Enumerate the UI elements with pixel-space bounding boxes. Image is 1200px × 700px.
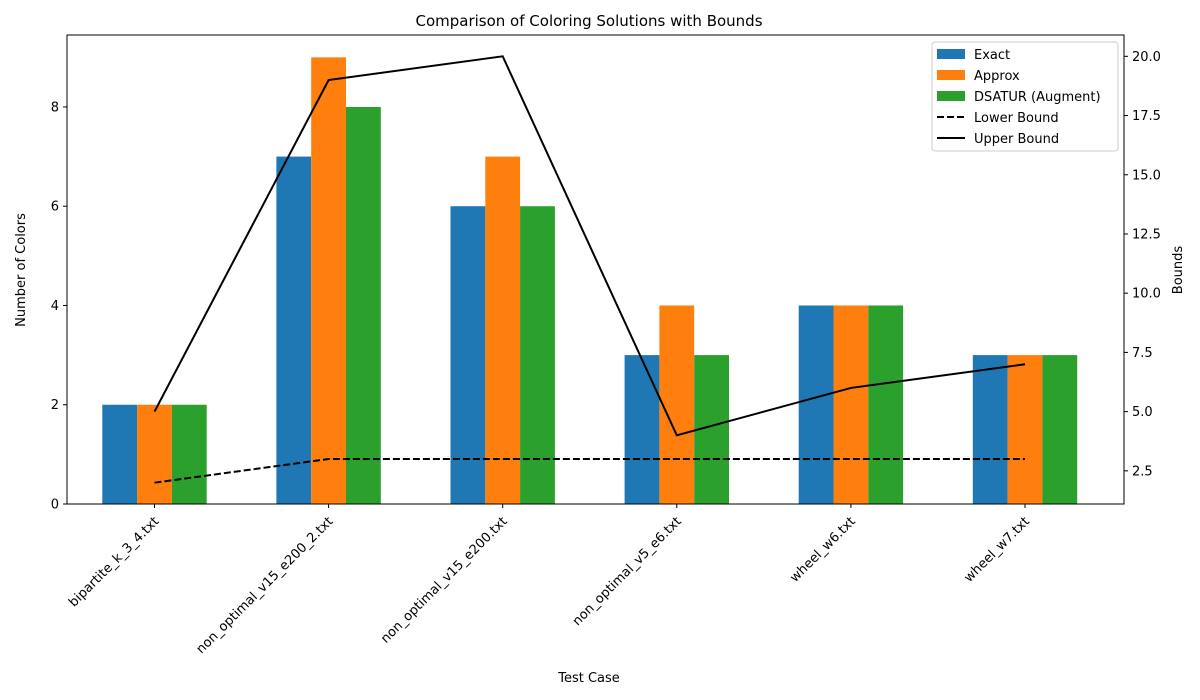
upper-bound-line: [153, 55, 1026, 437]
y2-tick-label: 10.0: [1132, 287, 1161, 302]
y2-tick-label: 20.0: [1132, 50, 1161, 65]
y2-axis-label: Bounds: [1171, 246, 1186, 295]
bar: [972, 355, 1008, 504]
bar: [1007, 355, 1043, 504]
chart-title: Comparison of Coloring Solutions with Bo…: [415, 12, 762, 30]
legend-swatch: [937, 70, 965, 80]
legend-label: DSATUR (Augment): [974, 90, 1101, 105]
bar: [171, 404, 207, 504]
y-tick-label: 4: [51, 299, 59, 314]
x-axis-label: Test Case: [557, 671, 620, 686]
x-tick-label: non_optimal_v15_e200_2.txt: [194, 514, 337, 657]
y-tick-label: 2: [51, 398, 59, 413]
bar: [346, 106, 381, 505]
bar: [450, 206, 486, 504]
x-tick-label: wheel_w7.txt: [961, 514, 1032, 585]
x-tick-label: non_optimal_v5_e6.txt: [570, 514, 685, 629]
bar: [485, 156, 521, 504]
y2-tick-label: 17.5: [1132, 109, 1161, 124]
y2-tick-label: 5.0: [1132, 405, 1153, 420]
legend-label: Approx: [974, 69, 1020, 84]
bar: [833, 305, 869, 504]
y-tick-label: 8: [51, 100, 59, 115]
x-tick-label: non_optimal_v15_e200.txt: [378, 514, 510, 646]
x-tick-label: bipartite_k_3_4.txt: [66, 514, 162, 610]
legend: Exact Approx DSATUR (Augment) Lower Bound Up…: [931, 41, 1119, 152]
bar: [624, 355, 660, 504]
bar: [276, 156, 312, 504]
bar: [1042, 355, 1078, 504]
legend-swatch: [937, 91, 965, 101]
bar: [102, 404, 138, 504]
bar: [868, 305, 904, 504]
bar: [798, 305, 834, 504]
legend-label: Upper Bound: [974, 132, 1059, 147]
x-tick-label: wheel_w6.txt: [787, 514, 858, 585]
plot-area: [102, 55, 1078, 505]
bar: [520, 206, 555, 504]
legend-swatch: [937, 49, 965, 59]
bar: [311, 57, 346, 504]
bar: [137, 404, 172, 504]
y-tick-label: 0: [51, 498, 59, 513]
y-axis-label: Number of Colors: [14, 213, 29, 327]
y-tick-label: 6: [51, 200, 59, 215]
legend-label: Exact: [974, 48, 1010, 63]
y2-tick-label: 15.0: [1132, 168, 1161, 183]
plot-frame: [66, 34, 1125, 505]
lower-bound-line: [154, 457, 1025, 484]
legend-box: [931, 41, 1119, 152]
y2-tick-label: 7.5: [1132, 346, 1153, 361]
y2-tick-label: 2.5: [1132, 464, 1153, 479]
legend-label: Lower Bound: [974, 111, 1059, 126]
bar: [659, 305, 695, 504]
y2-tick-label: 12.5: [1132, 227, 1161, 242]
